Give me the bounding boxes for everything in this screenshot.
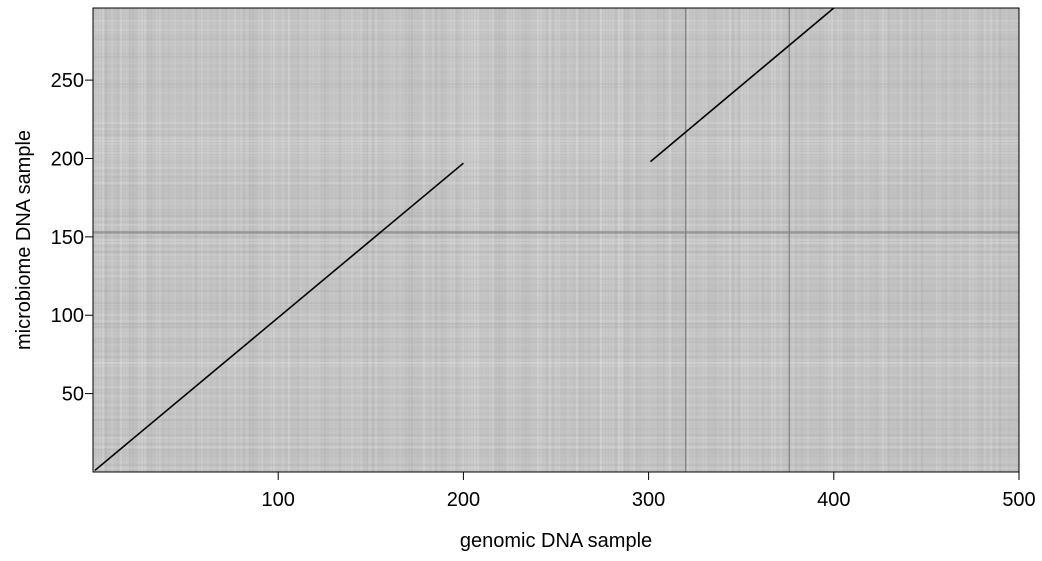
heatmap-background [93, 8, 1019, 472]
dark-column-1 [788, 8, 791, 472]
match-diagonal-2 [649, 7, 835, 163]
x-tick-label-500: 500 [1002, 489, 1035, 511]
axes: 100 200 300 400 500 50 100 150 200 250 [51, 7, 1036, 511]
match-diagonal-1 [94, 162, 464, 472]
x-tick-label-200: 200 [447, 489, 480, 511]
x-tick-label-100: 100 [262, 489, 295, 511]
dark-row-0 [93, 231, 1019, 234]
y-tick-label-250: 250 [51, 70, 84, 92]
x-axis-title: genomic DNA sample [460, 530, 652, 552]
plot-area [93, 7, 1019, 472]
dark-column-0 [684, 8, 687, 472]
y-tick-label-200: 200 [51, 148, 84, 170]
y-tick-label-150: 150 [51, 227, 84, 249]
y-tick-label-50: 50 [62, 384, 84, 406]
y-tick-label-100: 100 [51, 305, 84, 327]
x-tick-label-300: 300 [632, 489, 665, 511]
x-tick-label-400: 400 [817, 489, 850, 511]
y-axis-title: microbiome DNA sample [13, 130, 35, 350]
heatmap-texture [93, 8, 1019, 472]
plot-frame [92, 7, 1020, 473]
